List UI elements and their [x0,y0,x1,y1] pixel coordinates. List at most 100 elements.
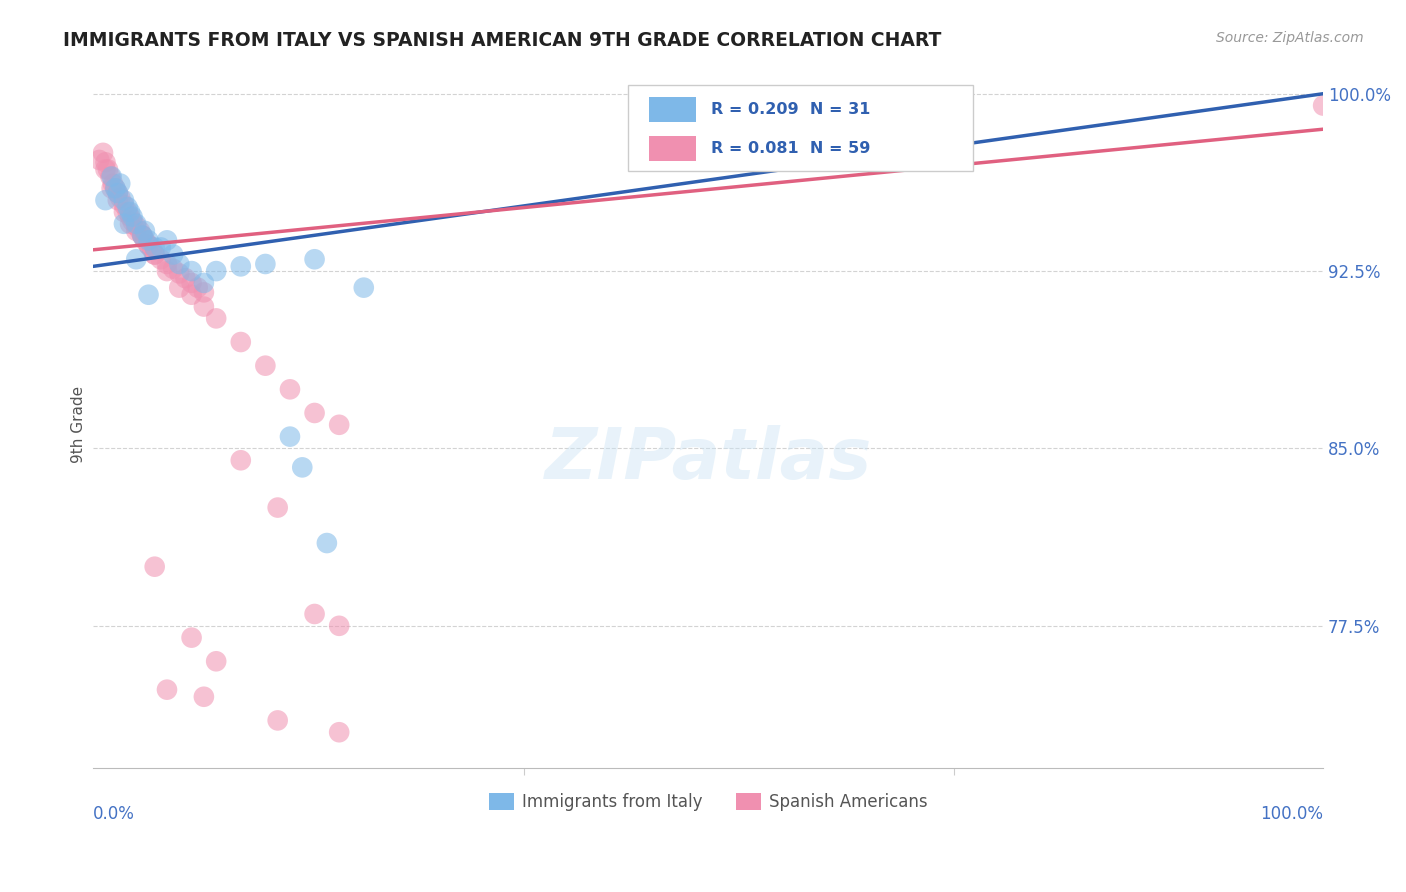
Point [125,224,148,238]
Text: 0.0%: 0.0% [93,805,135,823]
Point [156,233,179,247]
Text: R = 0.209  N = 31: R = 0.209 N = 31 [710,102,870,117]
Point [180,276,202,290]
Point [278,382,301,396]
Point [94,155,117,169]
Point [107,186,129,200]
Point [278,429,301,443]
Point [121,214,143,228]
Point [138,238,160,252]
Legend: Immigrants from Italy, Spanish Americans: Immigrants from Italy, Spanish Americans [482,786,935,818]
Point [304,607,326,621]
Point [205,264,228,278]
Point [143,247,166,261]
Point [328,417,350,432]
Y-axis label: 9th Grade: 9th Grade [72,386,86,463]
Point [1312,98,1334,112]
Point [138,233,160,247]
Point [89,153,111,167]
Point [180,287,202,301]
Point [193,690,215,704]
Point [100,169,122,184]
Point [304,406,326,420]
Point [162,261,184,276]
Point [101,177,124,191]
Point [134,233,156,247]
Point [254,359,277,373]
Point [353,280,375,294]
Point [205,654,228,668]
Point [229,334,252,349]
Point [143,240,166,254]
Text: ZIPatlas: ZIPatlas [544,425,872,493]
Point [291,460,314,475]
Point [229,260,252,274]
Point [107,186,129,200]
Point [117,200,139,214]
Point [315,536,337,550]
Point [143,247,166,261]
FancyBboxPatch shape [650,136,696,161]
Point [131,228,153,243]
Point [97,162,120,177]
Point [131,228,153,243]
Point [254,257,277,271]
Point [180,631,202,645]
Point [156,682,179,697]
Point [187,280,209,294]
Point [107,193,129,207]
Point [169,257,191,271]
Point [266,714,288,728]
Point [149,240,172,254]
Point [112,205,135,219]
Point [100,181,122,195]
Point [120,217,142,231]
Point [125,219,148,234]
Point [112,198,135,212]
Point [120,210,142,224]
Point [193,285,215,300]
Point [193,300,215,314]
Text: 100.0%: 100.0% [1260,805,1323,823]
Point [162,247,184,261]
Point [94,162,117,177]
Point [141,243,163,257]
Point [94,193,117,207]
Point [156,257,179,271]
Point [229,453,252,467]
Point [110,177,132,191]
Point [138,238,160,252]
Text: Source: ZipAtlas.com: Source: ZipAtlas.com [1216,31,1364,45]
Point [138,287,160,301]
Point [125,217,148,231]
Point [121,210,143,224]
FancyBboxPatch shape [650,97,696,121]
Point [104,181,127,195]
Text: R = 0.081  N = 59: R = 0.081 N = 59 [710,141,870,156]
Point [156,264,179,278]
Point [304,252,326,267]
Point [149,252,172,267]
Point [328,619,350,633]
Point [104,181,127,195]
FancyBboxPatch shape [628,86,973,171]
Point [205,311,228,326]
Point [100,169,122,184]
Point [169,280,191,294]
Point [328,725,350,739]
Point [129,224,152,238]
Point [91,145,114,160]
Point [174,271,197,285]
Point [110,191,132,205]
Point [125,252,148,267]
Point [143,559,166,574]
Point [131,228,153,243]
Point [180,264,202,278]
Point [117,205,139,219]
Point [266,500,288,515]
Point [169,267,191,281]
Text: IMMIGRANTS FROM ITALY VS SPANISH AMERICAN 9TH GRADE CORRELATION CHART: IMMIGRANTS FROM ITALY VS SPANISH AMERICA… [63,31,942,50]
Point [193,276,215,290]
Point [134,224,156,238]
Point [112,217,135,231]
